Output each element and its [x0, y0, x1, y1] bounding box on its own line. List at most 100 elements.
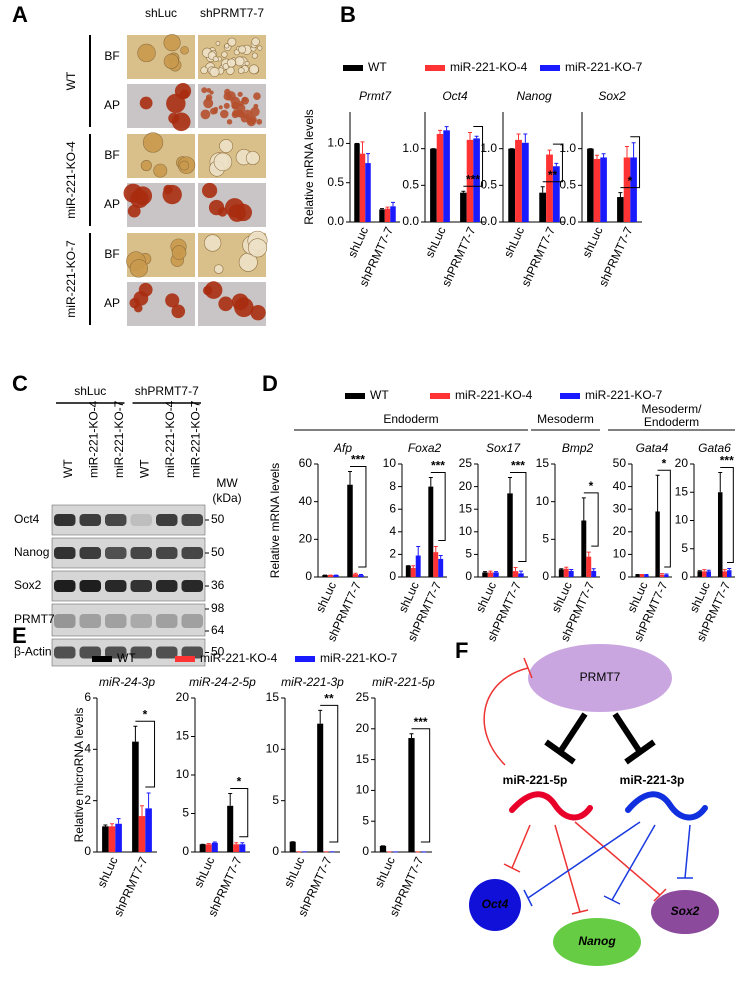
legend-swatch	[295, 656, 315, 662]
error-bar	[554, 162, 559, 167]
colony	[253, 92, 261, 100]
bar	[546, 154, 553, 222]
bar	[352, 574, 359, 577]
error-bar	[461, 190, 466, 193]
error-bar	[519, 570, 523, 574]
y-tick-label: 10	[356, 783, 370, 797]
panel-label: B	[340, 2, 356, 27]
bar	[390, 206, 396, 222]
y-tick-label: 0	[389, 569, 396, 583]
colony	[253, 103, 259, 109]
y-tick-label: 5	[542, 532, 549, 546]
colony	[246, 116, 256, 127]
bar	[430, 148, 437, 222]
node-label: Nanog	[578, 934, 616, 948]
bar	[512, 571, 519, 577]
bar	[659, 574, 665, 577]
y-tick-label: 15	[266, 690, 280, 704]
blot-label: Sox2	[14, 578, 42, 592]
colony	[215, 41, 221, 46]
error-bar	[409, 733, 414, 739]
colony	[168, 112, 180, 124]
error-bar	[428, 477, 433, 487]
error-bar	[508, 477, 512, 494]
y-tick-label: 20	[299, 532, 313, 546]
bar	[591, 570, 597, 577]
y-tick-label: 15	[675, 484, 689, 498]
colony	[227, 37, 237, 47]
colony	[234, 56, 245, 67]
bar	[630, 157, 637, 222]
micrograph	[198, 230, 268, 277]
bar	[697, 571, 702, 577]
error-bar	[360, 141, 365, 154]
blot-band	[130, 580, 152, 592]
colony	[163, 184, 173, 195]
x-tick-label: shLuc	[345, 225, 371, 260]
y-tick-label: 5	[362, 813, 369, 827]
significance-label: *	[143, 707, 148, 721]
y-tick-label: 10	[266, 742, 280, 756]
x-tick-label: shLuc	[281, 855, 307, 890]
error-bar	[618, 192, 623, 198]
mirna-wave	[625, 791, 708, 821]
significance-label: ***	[351, 453, 365, 467]
colony	[223, 102, 230, 109]
colony	[245, 151, 260, 165]
legend-swatch	[430, 393, 450, 399]
y-tick-label: 15	[176, 729, 190, 743]
row-label: AP	[104, 296, 120, 310]
y-tick-label: 1.0	[402, 141, 419, 155]
error-bar	[385, 206, 390, 209]
legend-label: WT	[370, 388, 389, 402]
mw-label: 50	[211, 645, 225, 659]
y-tick-label: 20	[675, 456, 689, 470]
bar	[586, 556, 592, 577]
colony	[127, 204, 141, 218]
micrograph	[198, 134, 266, 178]
y-tick-label: 0.5	[327, 175, 344, 189]
prmt7-node	[528, 644, 672, 712]
error-bar	[474, 135, 479, 139]
colony	[202, 285, 213, 296]
node-label: miR-221-5p	[503, 773, 568, 787]
colony	[129, 259, 148, 278]
column-header: shLuc	[145, 6, 177, 20]
legend-label: WT	[368, 60, 387, 74]
significance-label: ***	[466, 172, 480, 186]
x-tick-label: shLuc	[191, 855, 217, 890]
micrograph	[198, 84, 266, 128]
inhibit-arrow	[544, 712, 588, 765]
colony	[242, 109, 253, 120]
y-tick-label: 0	[619, 569, 626, 583]
legend-label: miR-221-KO-4	[200, 651, 278, 665]
legend-label: miR-221-KO-7	[565, 60, 643, 74]
node-label: Sox2	[671, 904, 700, 918]
legend-label: WT	[117, 651, 136, 665]
micrograph	[198, 182, 266, 227]
blot-label: Nanog	[14, 545, 49, 559]
error-bar	[228, 792, 233, 806]
bar	[558, 569, 564, 577]
colony	[140, 160, 152, 172]
bar	[587, 148, 594, 222]
micrograph	[127, 34, 195, 79]
colony	[165, 293, 180, 308]
y-tick-label: 0	[272, 844, 279, 858]
error-bar	[146, 792, 151, 809]
y-tick-label: 2	[389, 547, 396, 561]
blot-band	[181, 614, 203, 628]
error-bar	[581, 497, 586, 521]
bar	[473, 138, 480, 222]
group-header: Mesoderm/	[641, 402, 702, 416]
legend-label: miR-221-KO-7	[585, 388, 663, 402]
legend-label: miR-221-KO-7	[320, 651, 398, 665]
y-tick-label: 6	[389, 501, 396, 515]
colony	[200, 66, 208, 74]
significance-bracket	[620, 136, 641, 189]
blot-strip	[51, 570, 206, 602]
colony	[248, 64, 259, 75]
colony	[231, 293, 249, 311]
colony	[213, 264, 224, 274]
micrograph	[127, 132, 196, 178]
